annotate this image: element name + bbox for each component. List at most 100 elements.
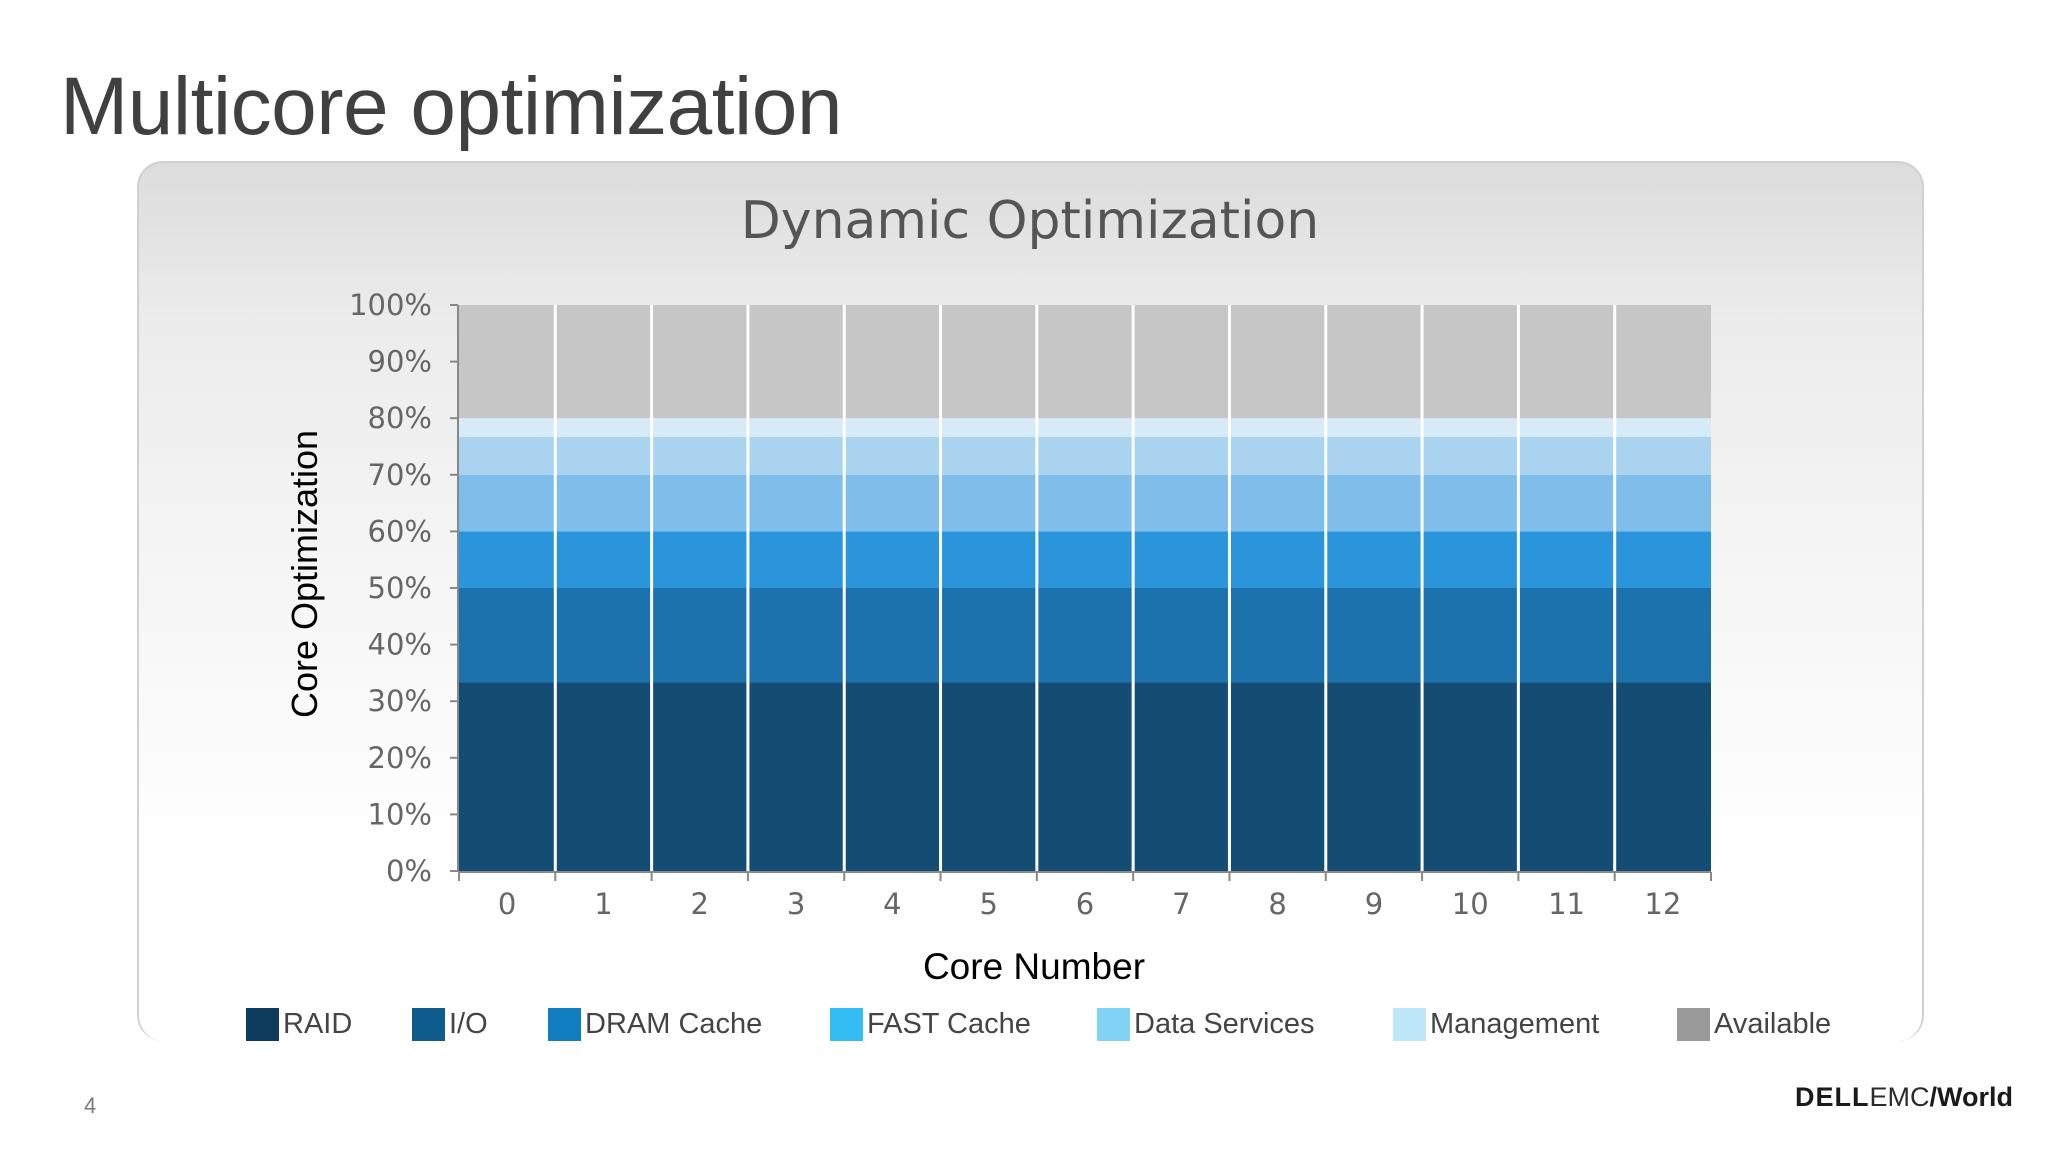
bar-segment-management-core-4: [844, 418, 941, 437]
bar-segment-available-core-5: [940, 305, 1037, 419]
legend-swatch: [1677, 1007, 1710, 1041]
bar-segment-management-core-8: [1229, 418, 1326, 437]
bar-segment-fast-cache-core-4: [844, 474, 941, 532]
bar-segment-management-core-12: [1614, 418, 1711, 437]
y-tick-label: 80%: [368, 401, 432, 435]
bar-segment-data-services-core-7: [1133, 436, 1230, 475]
bar-segment-i-o-core-11: [1518, 588, 1615, 683]
bar-segment-dram-cache-core-7: [1133, 531, 1230, 588]
y-tick-label: 10%: [368, 797, 432, 831]
y-tick-label: 40%: [368, 628, 432, 662]
bar-segment-management-core-9: [1325, 418, 1423, 437]
legend-item-dram-cache: DRAM Cache: [548, 1004, 762, 1044]
bar-segment-available-core-8: [1229, 305, 1326, 419]
x-tick-label: 12: [1644, 887, 1681, 921]
legend-label: DRAM Cache: [585, 1007, 763, 1040]
y-tick-label: 90%: [368, 345, 432, 379]
bar-segment-management-core-11: [1518, 418, 1615, 437]
bar-segment-dram-cache-core-4: [844, 531, 941, 588]
bar-segment-available-core-6: [1036, 305, 1134, 419]
chart-legend: RAID I/O DRAM Cache FAST Cache Data Services…: [0, 1004, 2048, 1044]
bar-segment-data-services-core-12: [1614, 436, 1711, 475]
bar-segment-dram-cache-core-2: [651, 531, 748, 588]
bar-segment-available-core-7: [1133, 305, 1230, 419]
x-tick-label: 8: [1268, 887, 1286, 921]
x-tick-label: 10: [1452, 887, 1489, 921]
logo-dell-text: DELL: [1795, 1082, 1870, 1112]
x-tick-label: 1: [594, 887, 612, 921]
bar-segment-available-core-3: [747, 305, 845, 419]
bar-segment-management-core-10: [1422, 418, 1519, 437]
bar-segment-management-core-2: [651, 418, 748, 437]
legend-item-available: Available: [1677, 1004, 1831, 1044]
bar-segment-management-core-7: [1133, 418, 1230, 437]
y-tick-label: 30%: [368, 684, 432, 718]
bar-segment-i-o-core-0: [459, 588, 556, 683]
bar-segment-available-core-2: [651, 305, 748, 419]
y-tick-label: 50%: [368, 571, 432, 605]
legend-swatch: [548, 1007, 581, 1041]
legend-label: FAST Cache: [867, 1007, 1031, 1040]
legend-label: RAID: [283, 1007, 353, 1040]
bar-segment-management-core-1: [555, 418, 652, 437]
bar-segment-data-services-core-5: [940, 436, 1037, 475]
bar-segment-raid-core-1: [555, 682, 652, 871]
bar-segment-i-o-core-2: [651, 588, 748, 683]
bar-segment-i-o-core-4: [844, 588, 941, 683]
bar-segment-raid-core-10: [1422, 682, 1519, 871]
bar-segment-management-core-6: [1036, 418, 1134, 437]
legend-item-management: Management: [1393, 1004, 1599, 1044]
legend-swatch: [412, 1007, 445, 1041]
bars-group: [459, 305, 1711, 871]
bar-segment-dram-cache-core-10: [1422, 531, 1519, 588]
bar-segment-fast-cache-core-1: [555, 474, 652, 532]
x-tick-label: 9: [1365, 887, 1383, 921]
legend-label: Management: [1430, 1007, 1600, 1040]
logo-world-text: /World: [1929, 1082, 2014, 1112]
bar-segment-dram-cache-core-11: [1518, 531, 1615, 588]
bar-segment-dram-cache-core-1: [555, 531, 652, 588]
legend-label: Available: [1714, 1007, 1832, 1040]
bar-segment-i-o-core-8: [1229, 588, 1326, 683]
x-tick-label: 5: [979, 887, 997, 921]
bar-segment-available-core-12: [1614, 305, 1711, 419]
bar-segment-fast-cache-core-2: [651, 474, 748, 532]
bar-segment-fast-cache-core-0: [459, 474, 556, 532]
bar-segment-data-services-core-9: [1325, 436, 1423, 475]
bar-segment-dram-cache-core-12: [1614, 531, 1711, 588]
bar-segment-data-services-core-3: [747, 436, 845, 475]
bar-segment-data-services-core-10: [1422, 436, 1519, 475]
logo-emc-text: EMC: [1869, 1082, 1930, 1112]
bar-segment-fast-cache-core-3: [747, 474, 845, 532]
bar-segment-dram-cache-core-8: [1229, 531, 1326, 588]
bar-segment-data-services-core-8: [1229, 436, 1326, 475]
bar-segment-dram-cache-core-9: [1325, 531, 1423, 588]
bar-segment-management-core-3: [747, 418, 845, 437]
dell-emc-world-logo: DELLEMC/World: [1795, 1082, 2013, 1122]
bar-segment-raid-core-0: [459, 682, 556, 871]
bar-segment-data-services-core-11: [1518, 436, 1615, 475]
bar-segment-i-o-core-5: [940, 588, 1037, 683]
bar-segment-raid-core-5: [940, 682, 1037, 871]
bar-segment-raid-core-11: [1518, 682, 1615, 871]
legend-swatch: [1393, 1007, 1426, 1041]
bar-segment-available-core-10: [1422, 305, 1519, 419]
bar-segment-fast-cache-core-10: [1422, 474, 1519, 532]
bar-segment-data-services-core-2: [651, 436, 748, 475]
y-axis-label: Core Optimization: [284, 430, 325, 718]
bar-segment-raid-core-3: [747, 682, 845, 871]
bar-segment-fast-cache-core-12: [1614, 474, 1711, 532]
bar-segment-fast-cache-core-7: [1133, 474, 1230, 532]
bar-segment-management-core-0: [459, 418, 556, 437]
bar-segment-raid-core-7: [1133, 682, 1230, 871]
chart-title: Dynamic Optimization: [741, 191, 1320, 251]
page-number: 4: [84, 1093, 97, 1118]
bar-segment-dram-cache-core-6: [1036, 531, 1134, 588]
x-tick-label: 0: [498, 887, 516, 921]
x-axis: 0 1 2 3 4 5 6 7 8 9 10 11 12: [458, 871, 1712, 921]
bar-segment-fast-cache-core-8: [1229, 474, 1326, 532]
bar-segment-available-core-9: [1325, 305, 1423, 419]
bar-segment-data-services-core-4: [844, 436, 941, 475]
bar-segment-available-core-11: [1518, 305, 1615, 419]
